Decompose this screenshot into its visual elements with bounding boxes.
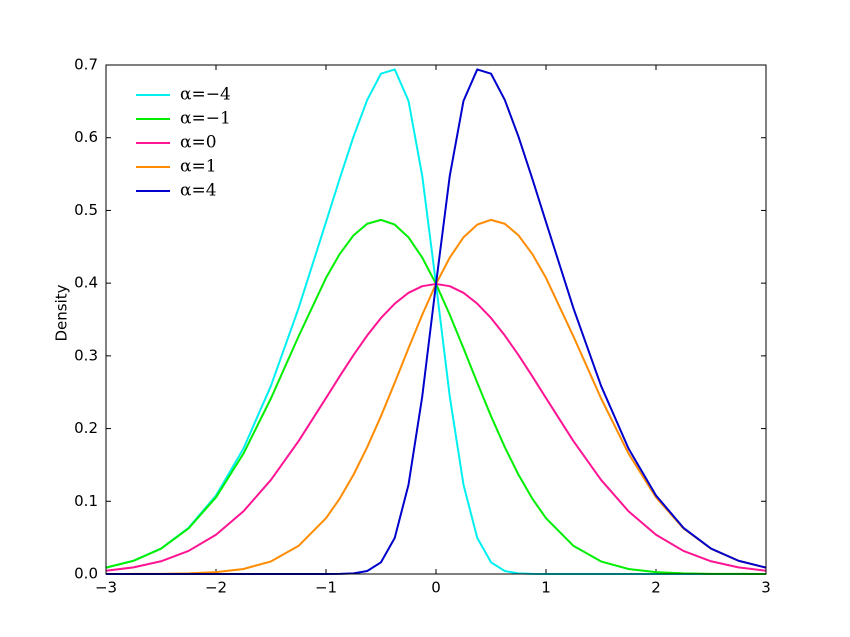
x-tick-label: 1 bbox=[541, 579, 551, 597]
y-tick-label: 0.6 bbox=[74, 128, 98, 146]
y-tick-label: 0.2 bbox=[74, 419, 98, 437]
x-tick-label: −1 bbox=[315, 579, 337, 597]
legend-label: α=4 bbox=[180, 181, 217, 201]
legend-label: α=−4 bbox=[180, 85, 231, 105]
y-axis-label: Density bbox=[53, 284, 71, 341]
y-tick-label: 0.0 bbox=[74, 565, 98, 583]
x-tick-label: 2 bbox=[651, 579, 661, 597]
y-tick-label: 0.7 bbox=[74, 56, 98, 74]
y-tick-label: 0.1 bbox=[74, 492, 98, 510]
plot-frame bbox=[105, 64, 767, 575]
x-tick-label: 0 bbox=[431, 579, 441, 597]
series-line bbox=[105, 218, 767, 575]
x-tick-label: 3 bbox=[761, 579, 771, 597]
series-line bbox=[105, 282, 767, 572]
x-tick-label: −2 bbox=[205, 579, 227, 597]
legend-label: α=0 bbox=[180, 133, 217, 153]
y-tick-label: 0.3 bbox=[74, 346, 98, 364]
series-line bbox=[105, 218, 767, 575]
legend-label: α=−1 bbox=[180, 109, 231, 129]
y-tick-label: 0.4 bbox=[74, 274, 98, 292]
x-tick-label: −3 bbox=[95, 579, 117, 597]
legend-label: α=1 bbox=[180, 157, 217, 177]
y-tick-label: 0.5 bbox=[74, 201, 98, 219]
